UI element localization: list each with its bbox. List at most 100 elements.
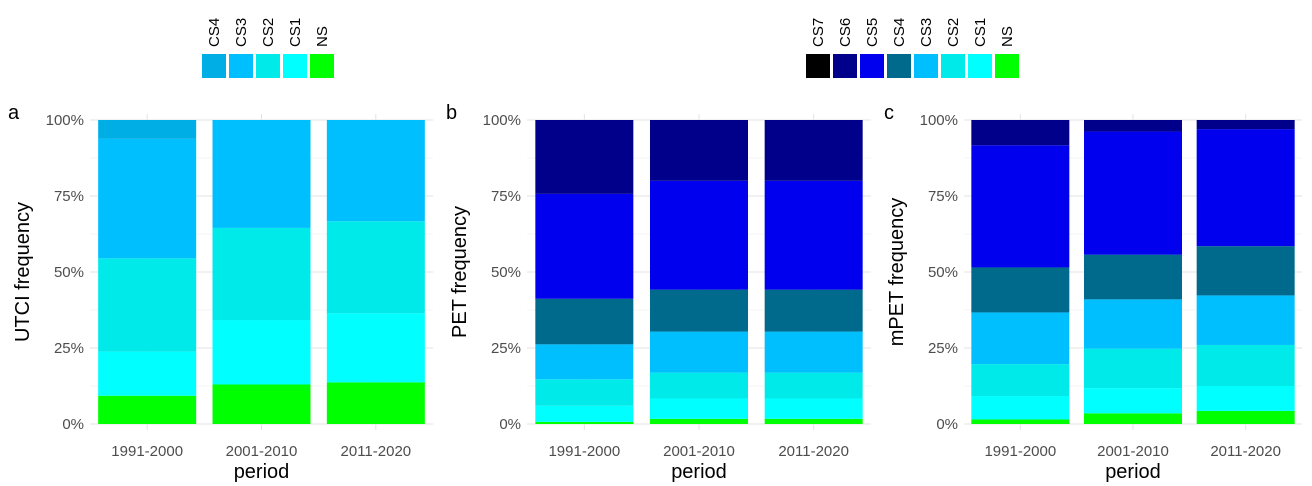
bar-cs3-1991-2000: [535, 344, 634, 380]
bar-cs4-2011-2020: [1196, 246, 1295, 296]
bar-ns-2011-2020: [1196, 410, 1295, 424]
y-tick-label: 0%: [499, 416, 521, 433]
legend-label-cs4: CS4: [206, 18, 223, 47]
y-axis-title: PET frequency: [449, 206, 471, 338]
bar-cs1-2011-2020: [326, 313, 425, 383]
legend-key-ns: [995, 54, 1019, 78]
x-tick-label: 1991-2000: [984, 443, 1056, 460]
bar-cs4-2001-2010: [650, 289, 748, 332]
bar-cs2-1991-2000: [535, 379, 634, 406]
panel-tag: b: [446, 102, 457, 124]
bar-cs2-2001-2010: [212, 227, 311, 321]
bar-cs3-2011-2020: [326, 120, 425, 222]
bar-cs5-2001-2010: [650, 180, 748, 290]
legend-key-cs4: [887, 54, 911, 78]
bar-cs5-2011-2020: [764, 180, 863, 290]
legend-label-cs1: CS1: [287, 18, 304, 47]
y-tick-label: 100%: [46, 112, 84, 129]
legend-label-cs4: CS4: [891, 18, 908, 47]
bar-cs5-2001-2010: [1084, 131, 1182, 255]
bar-cs3-1991-2000: [98, 138, 197, 259]
y-tick-label: 100%: [483, 112, 521, 129]
y-tick-label: 25%: [491, 340, 521, 357]
legend-key-cs3: [229, 54, 253, 78]
bar-cs6-1991-2000: [971, 120, 1070, 146]
legend-label-ns: NS: [314, 26, 331, 47]
bar-cs1-2011-2020: [764, 398, 863, 419]
bar-cs2-1991-2000: [971, 364, 1070, 397]
bar-ns-1991-2000: [535, 421, 634, 424]
bar-cs5-1991-2000: [535, 193, 634, 299]
bar-cs5-1991-2000: [971, 145, 1070, 268]
panel-tag: c: [884, 102, 894, 124]
legend-key-cs3: [914, 54, 938, 78]
bar-cs4-2011-2020: [764, 289, 863, 332]
bar-ns-2011-2020: [326, 382, 425, 424]
bar-cs3-2011-2020: [764, 331, 863, 373]
bar-ns-1991-2000: [971, 419, 1070, 424]
legend-key-cs1: [968, 54, 992, 78]
bar-cs3-2001-2010: [212, 120, 311, 228]
y-tick-label: 50%: [54, 264, 84, 281]
panel-b: 0% 25% 50% 75% 100% 1991-2000 2001-2010 2011-20…: [446, 102, 871, 483]
legend-key-cs7: [806, 54, 830, 78]
bar-cs4-1991-2000: [98, 120, 197, 139]
bar-cs5-2011-2020: [1196, 129, 1295, 247]
y-tick-label: 75%: [54, 188, 84, 205]
bar-ns-2001-2010: [212, 384, 311, 424]
legend-label-cs3: CS3: [233, 18, 250, 47]
bar-cs2-2001-2010: [650, 372, 748, 399]
bar-cs4-1991-2000: [971, 267, 1070, 313]
y-tick-label: 50%: [491, 264, 521, 281]
bar-ns-2001-2010: [1084, 413, 1182, 424]
legend-key-cs4: [202, 54, 226, 78]
bar-cs1-1991-2000: [535, 405, 634, 422]
bar-ns-2011-2020: [764, 418, 863, 424]
y-tick-label: 0%: [62, 416, 84, 433]
y-axis-title: mPET frequency: [886, 198, 908, 347]
y-axis-title: UTCI frequency: [12, 202, 34, 342]
bar-cs3-2011-2020: [1196, 295, 1295, 345]
x-tick-label: 2001-2010: [226, 443, 298, 460]
bar-cs3-1991-2000: [971, 312, 1070, 365]
x-tick-label: 2001-2010: [1097, 443, 1169, 460]
x-tick-label: 2011-2020: [341, 443, 412, 460]
bar-ns-2001-2010: [650, 418, 748, 424]
legend-key-cs1: [283, 54, 307, 78]
legend-label-ns: NS: [999, 26, 1016, 47]
y-tick-label: 75%: [928, 188, 958, 205]
bar-cs2-2001-2010: [1084, 348, 1182, 389]
legend-key-cs2: [941, 54, 965, 78]
bar-cs2-2011-2020: [764, 372, 863, 399]
legend-key-ns: [310, 54, 334, 78]
bar-cs6-2001-2010: [1084, 120, 1182, 132]
bar-ns-1991-2000: [98, 395, 197, 424]
bar-cs4-1991-2000: [535, 298, 634, 345]
bar-cs6-1991-2000: [535, 120, 634, 194]
x-tick-label: 2011-2020: [1210, 443, 1281, 460]
bar-cs6-2001-2010: [650, 120, 748, 181]
y-tick-label: 0%: [936, 416, 958, 433]
bar-cs1-2001-2010: [212, 320, 311, 385]
panel-a: 0% 25% 50% 75% 100% 1991-2000 2001-2010 2011-20…: [8, 102, 433, 483]
legend-label-cs6: CS6: [837, 18, 854, 47]
bar-cs1-1991-2000: [971, 396, 1070, 420]
x-axis-title: period: [671, 461, 727, 483]
y-tick-label: 25%: [54, 340, 84, 357]
y-tick-label: 25%: [928, 340, 958, 357]
bar-cs3-2001-2010: [1084, 299, 1182, 349]
x-axis-title: period: [1105, 461, 1161, 483]
legend-key-cs6: [833, 54, 857, 78]
bar-cs1-2001-2010: [650, 398, 748, 419]
y-tick-label: 50%: [928, 264, 958, 281]
legend-1: CS4 CS3 CS2 CS1 NS: [202, 18, 334, 78]
bar-cs1-2001-2010: [1084, 388, 1182, 414]
legend-label-cs1: CS1: [972, 18, 989, 47]
panel-c: 0% 25% 50% 75% 100% 1991-2000 2001-2010 2011-20…: [884, 102, 1302, 483]
x-tick-label: 1991-2000: [548, 443, 620, 460]
bar-cs2-1991-2000: [98, 258, 197, 352]
legend-label-cs2: CS2: [260, 18, 277, 47]
legend-label-cs2: CS2: [945, 18, 962, 47]
x-axis-title: period: [234, 461, 290, 483]
